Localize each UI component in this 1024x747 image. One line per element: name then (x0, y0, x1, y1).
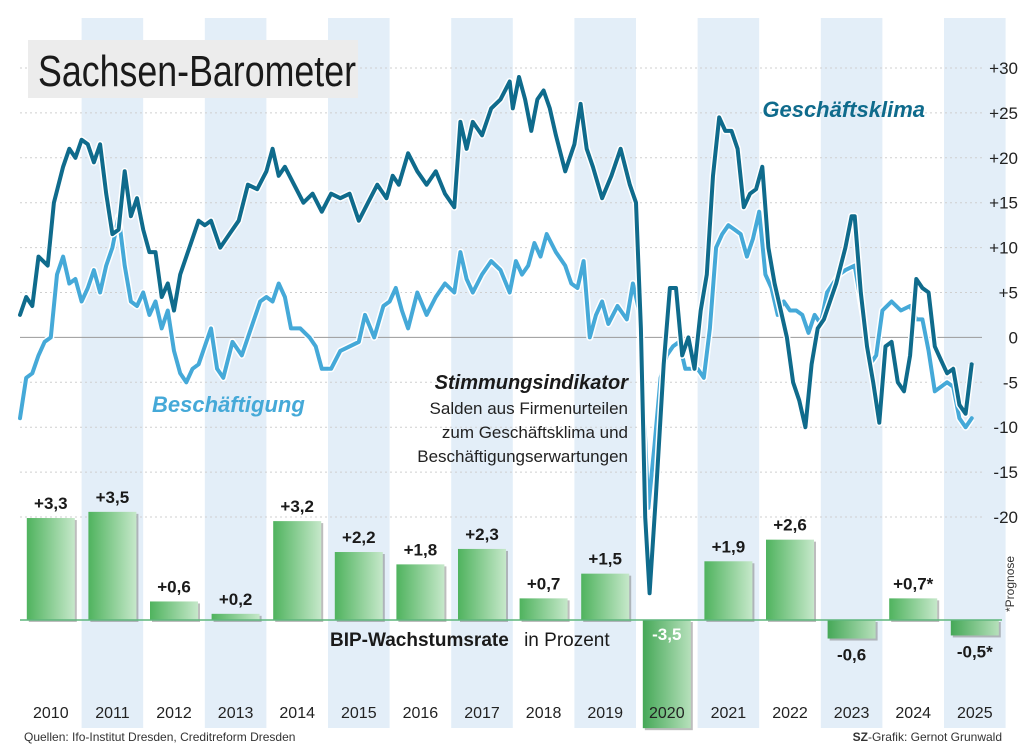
bar-label-2020: -3,5 (652, 625, 681, 644)
x-tick-label: 2021 (711, 705, 747, 722)
bar-label-2024: +0,7* (893, 574, 934, 593)
bar-label-2017: +2,3 (465, 525, 499, 544)
bar-label-2023: -0,6 (837, 646, 866, 665)
bar-label-2012: +0,6 (157, 577, 191, 596)
y-tick-label: +5 (999, 284, 1018, 303)
credit-author: -Grafik: Gernot Grunwald (868, 730, 1002, 744)
y-tick-label: -15 (993, 463, 1018, 482)
bar-label-2013: +0,2 (219, 590, 253, 609)
source-note: Quellen: Ifo-Institut Dresden, Creditref… (24, 730, 295, 744)
bar-label-2022: +2,6 (773, 516, 807, 535)
bar-2013 (211, 613, 260, 620)
gdp-title-bold: BIP-Wachstumsrate (330, 630, 509, 651)
x-tick-label: 2024 (895, 705, 931, 722)
bar-label-2021: +1,9 (712, 537, 746, 556)
bar-2015 (334, 552, 383, 620)
x-tick-label: 2017 (464, 705, 500, 722)
bar-2014 (273, 521, 322, 620)
bar-2021 (704, 561, 753, 620)
chart-title: Sachsen-Barometer (38, 47, 356, 96)
y-tick-label: -10 (993, 418, 1018, 437)
x-axis-labels: 2010 2011 2012 2013 2014 2015 2016 2017 2018 2019… (33, 705, 993, 722)
legend-beschaeftigung: Beschäftigung (152, 392, 305, 417)
bar-2025 (950, 620, 999, 636)
bar-2023 (827, 620, 876, 639)
x-tick-label: 2019 (587, 705, 623, 722)
bar-label-2011: +3,5 (96, 488, 130, 507)
x-tick-label: 2023 (834, 705, 870, 722)
indicator-subtitle-line-1: Salden aus Firmenurteilen (430, 399, 628, 418)
legend-geschaeftsklima: Geschäftsklima (762, 97, 925, 122)
y-tick-label: +15 (989, 194, 1018, 213)
x-tick-label: 2012 (156, 705, 192, 722)
indicator-subtitle-line-3: Beschäftigungserwartungen (417, 447, 628, 466)
y-axis-labels: +30 +25 +20 +15 +10 +5 0 -5 -10 -15 -20 (989, 59, 1018, 527)
y-tick-label: +30 (989, 59, 1018, 78)
bar-2024 (889, 598, 938, 620)
gdp-title: BIP-Wachstumsrate in Prozent (330, 630, 610, 651)
bar-label-2010: +3,3 (34, 494, 68, 513)
gdp-bars: +3,3 +3,5 +0,6 +0,2 +3,2 +2,2 +1,8 +2,3 +0,7 +1,5… (26, 488, 1001, 731)
x-tick-label: 2013 (218, 705, 254, 722)
y-tick-label: -20 (993, 508, 1018, 527)
x-tick-label: 2015 (341, 705, 377, 722)
bar-label-2025: -0,5* (957, 642, 993, 661)
bar-label-2018: +0,7 (527, 574, 561, 593)
y-tick-label: -5 (1003, 373, 1018, 392)
x-tick-label: 2025 (957, 705, 993, 722)
band-2013 (204, 18, 267, 728)
bar-2012 (150, 601, 198, 620)
credit-note: SZ-Grafik: Gernot Grunwald (853, 730, 1002, 744)
bar-2022 (766, 539, 814, 620)
beschaeftigung-line (18, 209, 974, 510)
y-tick-label: +20 (989, 149, 1018, 168)
bar-2018 (519, 598, 568, 620)
y-tick-label: 0 (1009, 328, 1018, 347)
bar-label-2015: +2,2 (342, 528, 376, 547)
y-tick-label: +25 (989, 104, 1018, 123)
x-tick-label: 2010 (33, 705, 69, 722)
bar-label-2014: +3,2 (280, 497, 314, 516)
bar-label-2016: +1,8 (404, 540, 438, 559)
x-tick-label: 2018 (526, 705, 562, 722)
bar-2020 (642, 620, 691, 729)
gdp-unit: in Prozent (524, 630, 610, 651)
x-tick-label: 2014 (279, 705, 315, 722)
title-box (28, 40, 358, 98)
bar-2017 (458, 548, 506, 620)
y-gridlines (20, 67, 982, 518)
x-tick-label: 2020 (649, 705, 685, 722)
bar-label-2019: +1,5 (588, 550, 622, 569)
bar-2019 (581, 573, 630, 620)
credit-brand: SZ (853, 730, 868, 744)
geschaeftsklima-line (18, 75, 974, 596)
x-tick-label: 2011 (95, 705, 130, 722)
x-tick-label: 2016 (403, 705, 439, 722)
prognose-note: *Prognose (1003, 556, 1017, 612)
sentiment-lines (16, 73, 976, 597)
y-tick-label: +10 (989, 239, 1018, 258)
bar-2010 (26, 518, 75, 620)
indicator-subtitle-line-2: zum Geschäftsklima und (442, 423, 628, 442)
bar-2016 (396, 564, 445, 620)
x-tick-label: 2022 (772, 705, 808, 722)
indicator-title: Stimmungsindikator (435, 372, 630, 394)
bar-2011 (88, 511, 137, 620)
